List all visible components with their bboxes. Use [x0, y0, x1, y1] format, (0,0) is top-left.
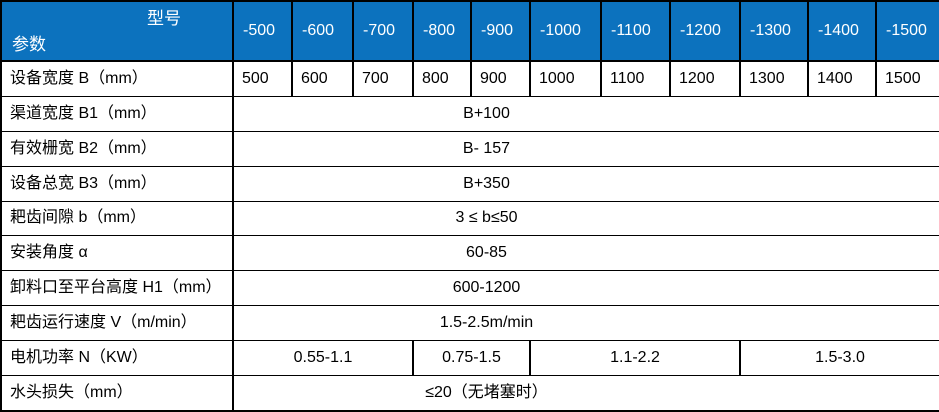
- value-cell: 500: [232, 60, 293, 98]
- table-row: 设备总宽 B3（mm） B+350: [0, 165, 939, 202]
- value-cell: 600: [291, 60, 354, 98]
- table-row: 电机功率 N（KW） 0.55-1.1 0.75-1.5 1.1-2.2 1.5-3.0: [0, 339, 939, 376]
- corner-cell: 型号 参数: [0, 0, 234, 62]
- table-row: 设备宽度 B（mm） 500 600 700 800 900 1000 1100 1200 130…: [0, 60, 939, 98]
- model-header-cell: -900: [470, 0, 531, 62]
- row-label: 耙齿运行速度 V（m/min）: [0, 305, 234, 341]
- model-header-cell: -1300: [739, 0, 809, 62]
- corner-model-label: 型号: [147, 9, 181, 28]
- model-header-cell: -500: [232, 0, 293, 62]
- table-row: 耙齿运行速度 V（m/min） 1.5-2.5m/min: [0, 305, 939, 341]
- table-row: 水头损失（mm） ≤20（无堵塞时）: [0, 374, 939, 412]
- merged-value-cell: ≤20（无堵塞时）: [232, 374, 939, 412]
- corner-param-label: 参数: [12, 35, 46, 55]
- table-header-row: 型号 参数 -500 -600 -700 -800 -900 -1000 -1100 -120…: [0, 0, 939, 62]
- group-value-cell: 1.5-3.0: [739, 339, 939, 376]
- model-header-cell: -800: [412, 0, 472, 62]
- value-cell: 800: [412, 60, 472, 98]
- merged-value-cell: B- 157: [232, 131, 939, 167]
- row-label: 设备总宽 B3（mm）: [0, 165, 234, 202]
- table-row: 卸料口至平台高度 H1（mm） 600-1200: [0, 270, 939, 307]
- row-label: 水头损失（mm）: [0, 374, 234, 412]
- model-header-cell: -1100: [600, 0, 671, 62]
- merged-value-cell: 60-85: [232, 235, 939, 272]
- model-header-cell: -1000: [529, 0, 602, 62]
- model-header-cell: -1400: [807, 0, 877, 62]
- row-label: 卸料口至平台高度 H1（mm）: [0, 270, 234, 307]
- merged-value-cell: 1.5-2.5m/min: [232, 305, 939, 341]
- value-cell: 700: [352, 60, 414, 98]
- group-value-cell: 0.75-1.5: [412, 339, 531, 376]
- model-header-cell: -700: [352, 0, 414, 62]
- table-row: 渠道宽度 B1（mm） B+100: [0, 96, 939, 133]
- model-header-cell: -1200: [669, 0, 741, 62]
- row-label: 耙齿间隙 b（mm）: [0, 200, 234, 237]
- row-label: 渠道宽度 B1（mm）: [0, 96, 234, 133]
- value-cell: 1100: [600, 60, 671, 98]
- group-value-cell: 0.55-1.1: [232, 339, 414, 376]
- value-cell: 1400: [807, 60, 877, 98]
- merged-value-cell: B+350: [232, 165, 939, 202]
- row-label: 设备宽度 B（mm）: [0, 60, 234, 98]
- table-row: 耙齿间隙 b（mm） 3 ≤ b≤50: [0, 200, 939, 237]
- row-label: 安装角度 α: [0, 235, 234, 272]
- value-cell: 1500: [875, 60, 939, 98]
- merged-value-cell: 3 ≤ b≤50: [232, 200, 939, 237]
- value-cell: 1000: [529, 60, 602, 98]
- merged-value-cell: 600-1200: [232, 270, 939, 307]
- value-cell: 1200: [669, 60, 741, 98]
- model-header-cell: -600: [291, 0, 354, 62]
- group-value-cell: 1.1-2.2: [529, 339, 741, 376]
- row-label: 电机功率 N（KW）: [0, 339, 234, 376]
- model-header-cell: -1500: [875, 0, 939, 62]
- table-row: 安装角度 α 60-85: [0, 235, 939, 272]
- merged-value-cell: B+100: [232, 96, 939, 133]
- row-label: 有效栅宽 B2（mm）: [0, 131, 234, 167]
- value-cell: 1300: [739, 60, 809, 98]
- table-row: 有效栅宽 B2（mm） B- 157: [0, 131, 939, 167]
- value-cell: 900: [470, 60, 531, 98]
